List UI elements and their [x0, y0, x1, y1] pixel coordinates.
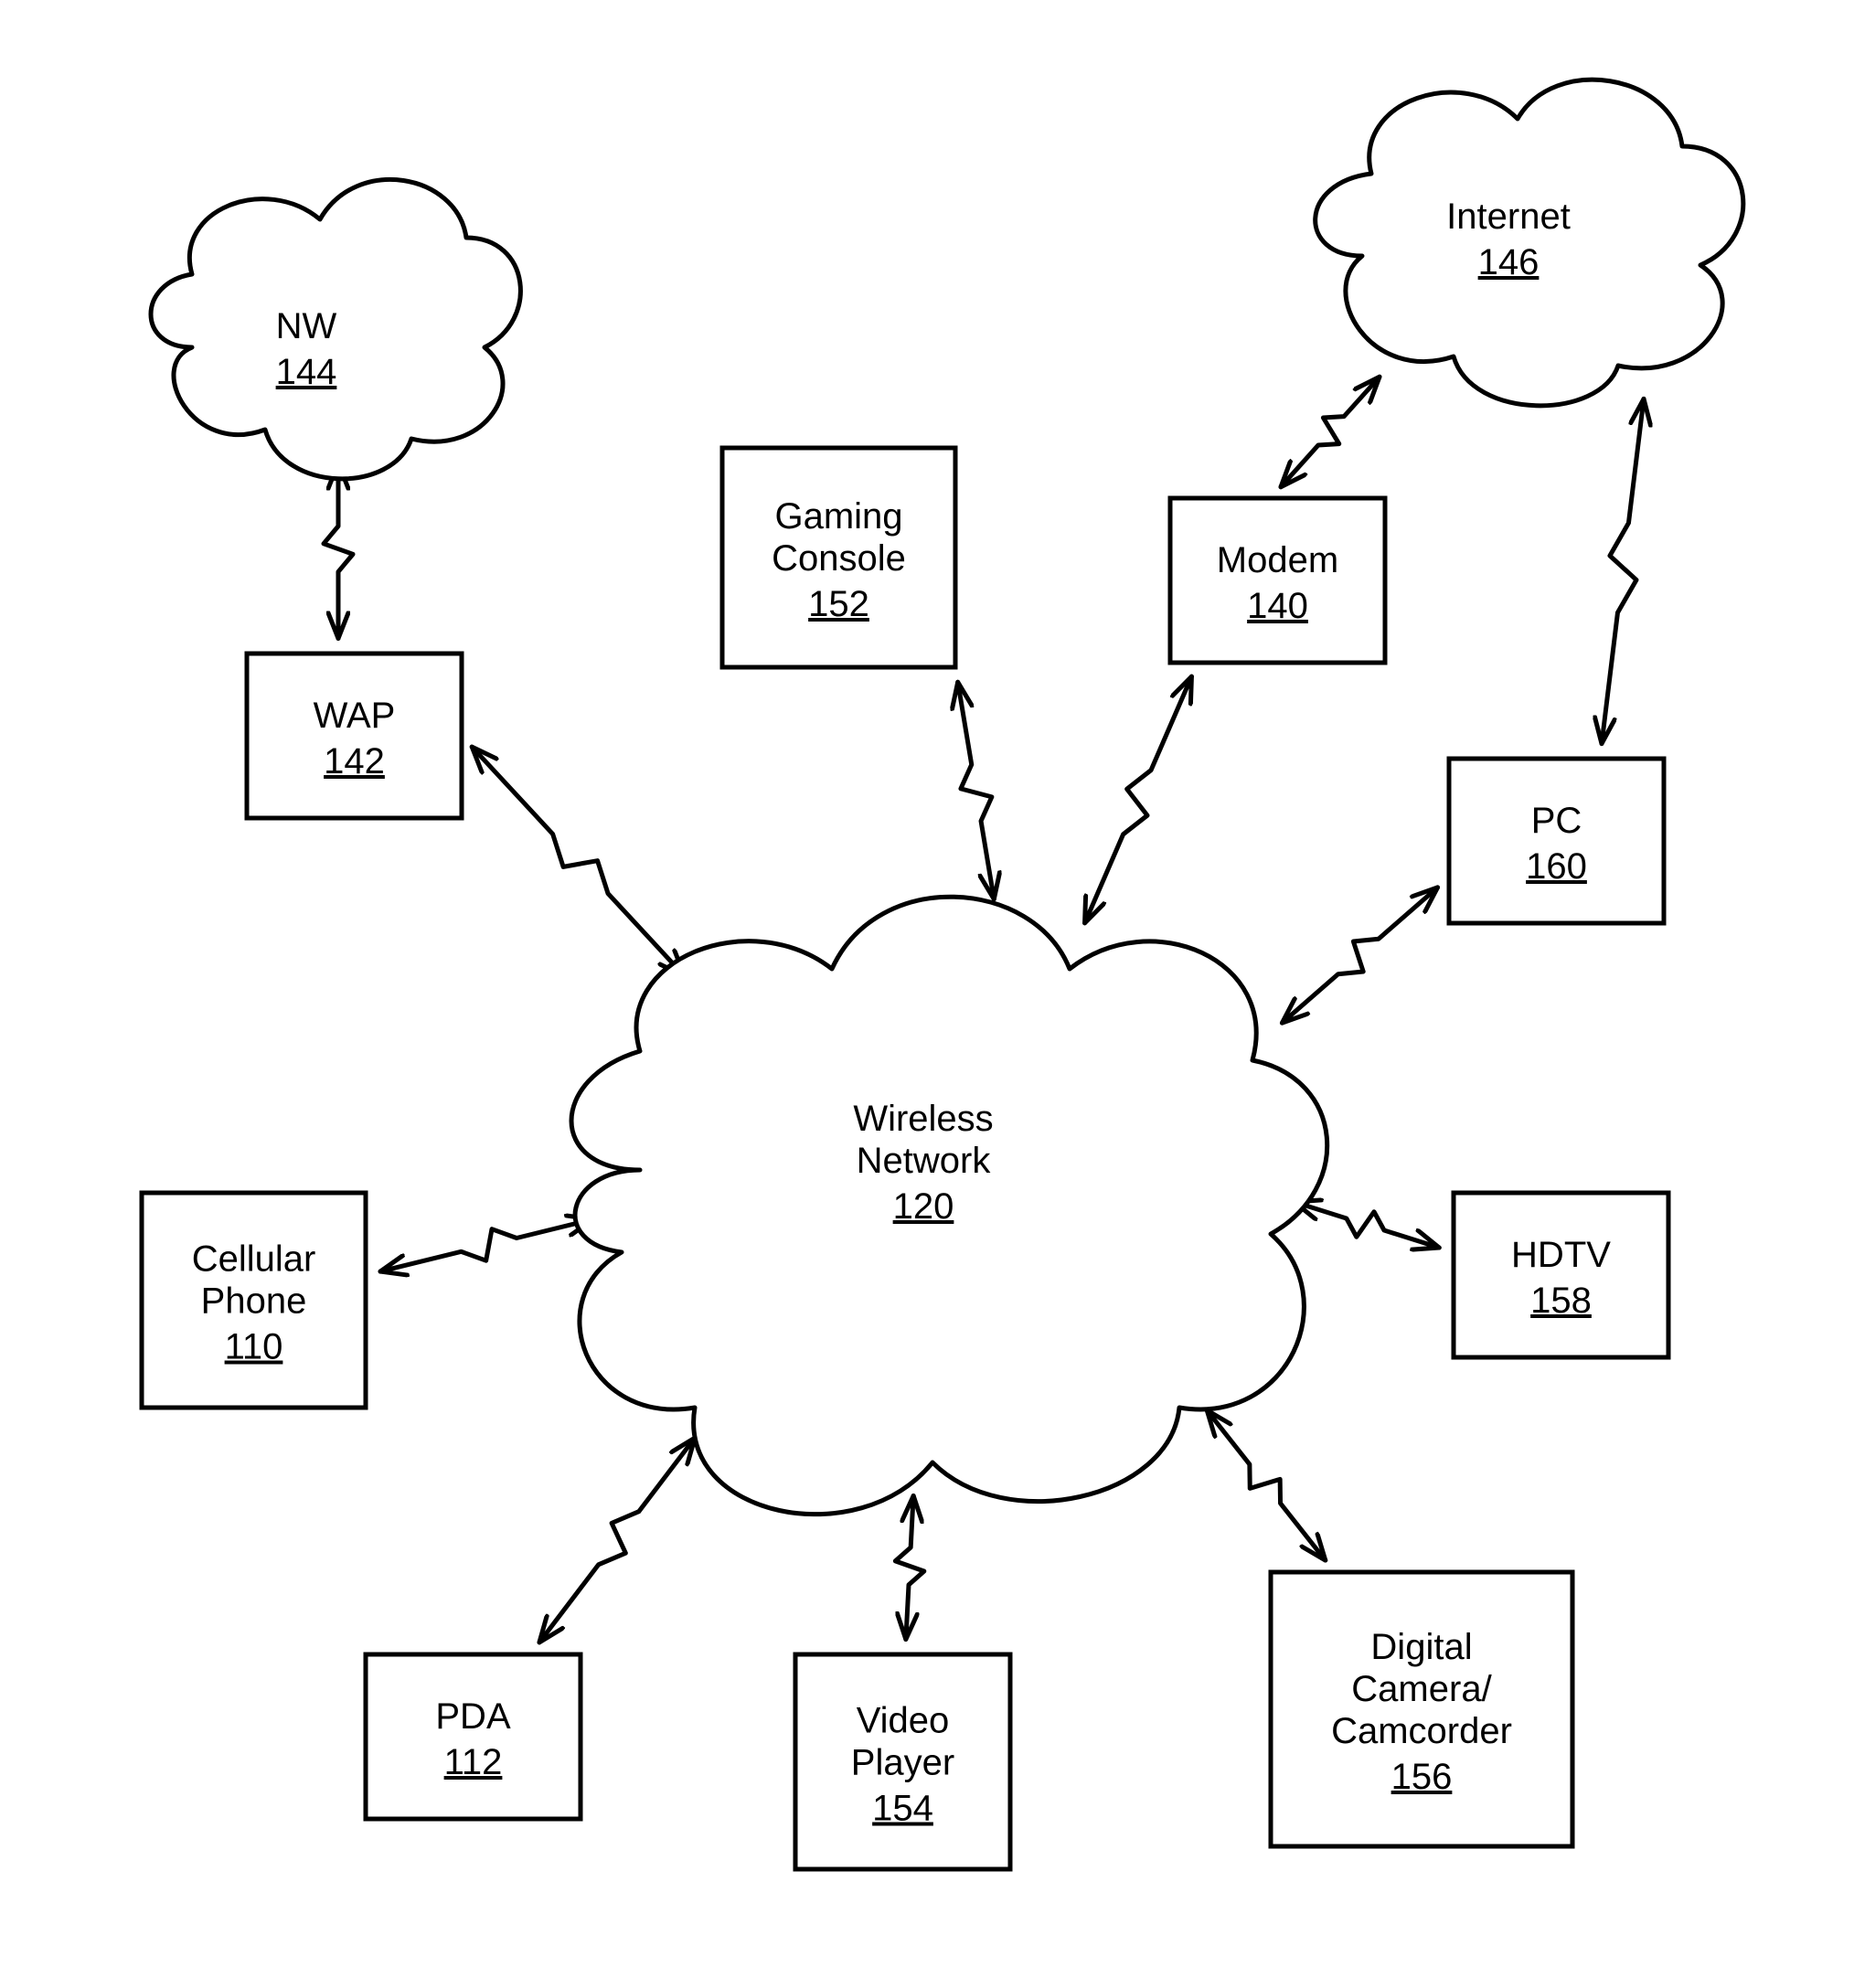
box-wap-label-line-0: WAP: [314, 696, 396, 736]
box-hdtv-label-line-0: HDTV: [1511, 1235, 1611, 1275]
box-digicam: DigitalCamera/Camcorder 156: [1271, 1572, 1572, 1846]
cloud-wireless-ref: 120: [893, 1186, 954, 1227]
box-wap-ref: 142: [324, 741, 385, 781]
box-pc-ref: 160: [1526, 846, 1587, 887]
box-cell-label-line-0: Cellular: [192, 1239, 316, 1280]
box-digicam-label-line-1: Camera/: [1351, 1669, 1492, 1709]
box-video-label-line-1: Player: [851, 1743, 954, 1783]
box-wap: WAP 142: [247, 654, 462, 818]
box-video-ref: 154: [872, 1789, 933, 1829]
connection-4: [1295, 1202, 1440, 1248]
connection-6: [895, 1495, 923, 1639]
box-cell: CellularPhone 110: [142, 1193, 366, 1408]
box-pda-label-line-0: PDA: [435, 1696, 511, 1737]
cloud-nw-label-line-0: NW: [276, 306, 337, 346]
connection-3: [1282, 888, 1437, 1023]
connection-7: [539, 1438, 695, 1642]
box-gaming-label-line-0: Gaming: [774, 496, 902, 537]
box-pda: PDA 112: [366, 1654, 581, 1819]
connection-5: [1207, 1410, 1326, 1560]
box-gaming-ref: 152: [808, 584, 869, 624]
connection-2: [1085, 676, 1192, 923]
box-digicam-label-line-2: Camcorder: [1331, 1711, 1512, 1751]
connection-8: [380, 1219, 593, 1271]
box-video-label-line-0: Video: [857, 1701, 950, 1741]
box-pc: PC 160: [1449, 759, 1664, 923]
box-pda-ref: 112: [444, 1742, 503, 1782]
box-video: VideoPlayer 154: [795, 1654, 1010, 1869]
cloud-internet-label-line-0: Internet: [1446, 197, 1571, 237]
cloud-nw-ref: 144: [276, 352, 337, 392]
box-hdtv-ref: 158: [1530, 1281, 1592, 1321]
box-cell-label-line-1: Phone: [201, 1281, 307, 1322]
cloud-internet: Internet 146: [1316, 80, 1743, 406]
box-cell-ref: 110: [225, 1327, 283, 1367]
connection-1: [958, 682, 995, 898]
box-modem-label-line-0: Modem: [1217, 540, 1338, 580]
box-digicam-label-line-0: Digital: [1370, 1627, 1472, 1667]
box-gaming-label-line-1: Console: [772, 538, 906, 579]
box-digicam-ref: 156: [1391, 1757, 1453, 1797]
cloud-wireless-label-line-0: Wireless: [853, 1099, 993, 1139]
connection-10: [1281, 377, 1380, 486]
box-gaming: GamingConsole 152: [722, 448, 955, 667]
connection-11: [1602, 399, 1644, 743]
cloud-wireless-label-line-1: Network: [857, 1141, 992, 1181]
connection-0: [472, 747, 685, 976]
box-pc-label-line-0: PC: [1531, 801, 1582, 841]
cloud-nw: NW 144: [151, 179, 520, 478]
connection-9: [324, 463, 353, 639]
cloud-internet-ref: 146: [1478, 242, 1540, 282]
box-modem-ref: 140: [1247, 586, 1308, 626]
box-modem: Modem 140: [1170, 498, 1385, 663]
box-hdtv: HDTV 158: [1454, 1193, 1668, 1357]
